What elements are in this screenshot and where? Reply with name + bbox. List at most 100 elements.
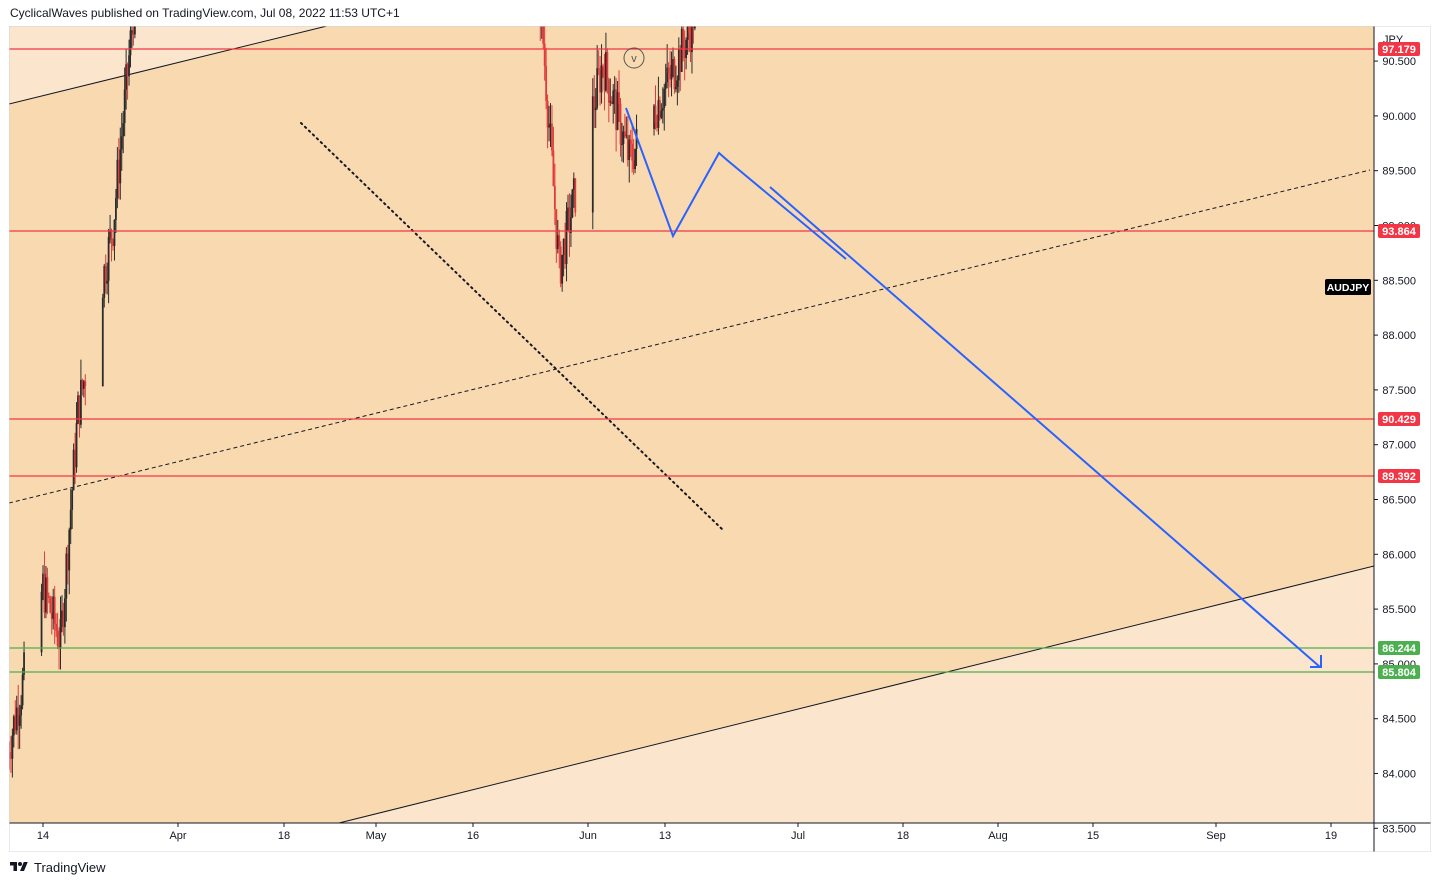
candle [669, 50, 671, 88]
candle [676, 75, 679, 106]
price-label-tag[interactable] [1378, 665, 1420, 679]
symbol-badge[interactable] [1325, 279, 1371, 295]
candle-body [568, 207, 571, 233]
price-label-value: 89.392 [1382, 471, 1416, 483]
candle-body [622, 131, 625, 145]
candle [120, 112, 123, 171]
candle-body [110, 230, 113, 241]
candle-body [555, 209, 558, 249]
candle [661, 87, 664, 124]
candle-body [561, 254, 564, 284]
y-tick-label: 88.500 [1382, 275, 1416, 287]
candle-body [559, 246, 562, 284]
x-tick-label: Aug [988, 830, 1008, 842]
candle [574, 178, 577, 217]
price-label-value: 93.864 [1382, 226, 1417, 238]
candle-body [661, 107, 664, 111]
candle [129, 26, 132, 68]
candle [663, 84, 666, 131]
candle-body [58, 645, 60, 649]
dashed-trendline[interactable] [9, 169, 1371, 504]
tradingview-footer[interactable]: TradingView [10, 857, 106, 877]
y-tick-label: 84.000 [1382, 769, 1416, 781]
candle-body [9, 752, 11, 758]
candle [570, 194, 572, 247]
tradingview-brand: TradingView [34, 859, 106, 875]
candle [693, 26, 696, 31]
candle [593, 75, 596, 129]
wave-label-circle[interactable] [623, 47, 645, 69]
candle-body [43, 573, 46, 613]
candle [625, 116, 628, 139]
candle-body [551, 123, 553, 151]
candle-body [562, 238, 565, 255]
candle [49, 595, 52, 614]
candle [628, 134, 631, 183]
candle [631, 123, 634, 173]
candle [692, 26, 695, 44]
price-label-tag[interactable] [1378, 641, 1420, 655]
candle [45, 566, 47, 619]
price-chart[interactable]: v JPY83.50084.00084.50085.00085.50086.00… [8, 1, 1432, 853]
dotted-trendline[interactable] [300, 122, 724, 531]
price-label-tag[interactable] [1378, 412, 1420, 426]
candle [80, 359, 82, 429]
candle-body [78, 395, 81, 425]
candle [677, 37, 680, 93]
candle-body [123, 89, 126, 124]
candle-body [656, 122, 658, 128]
candle [82, 379, 85, 398]
price-label-tag[interactable] [1378, 469, 1420, 483]
y-tick-label: 83.500 [1382, 823, 1416, 835]
candle [545, 47, 548, 110]
candle [551, 105, 553, 157]
candle [653, 104, 655, 136]
price-label-tag[interactable] [1378, 42, 1420, 56]
candle [126, 62, 129, 100]
candle [565, 202, 568, 282]
candle [15, 695, 18, 735]
candle-body [53, 596, 56, 624]
candle-body [564, 238, 566, 264]
candle-body [689, 32, 692, 53]
candle-body [122, 123, 125, 137]
candle-body [629, 139, 632, 144]
candle-body [119, 149, 122, 184]
candle-body [679, 49, 682, 72]
price-label-tag[interactable] [1378, 224, 1420, 238]
candle-body [45, 577, 47, 613]
projection-arrow-line[interactable] [769, 186, 1321, 668]
candle-body [619, 103, 622, 145]
candle [119, 127, 122, 200]
channel-lower-line[interactable] [338, 565, 1374, 823]
price-label-value: 90.429 [1382, 414, 1416, 426]
candle-body [663, 88, 666, 108]
x-tick-label: 18 [278, 830, 290, 842]
candle [125, 49, 128, 110]
candle [594, 88, 597, 128]
chart-area[interactable]: v JPY 83.500 84.000 84.500 85.000 85.500 86.00… [8, 1, 1432, 853]
candle [632, 138, 635, 175]
candle-body [75, 423, 78, 468]
candle [106, 262, 109, 295]
candle-body [61, 610, 63, 619]
publish-caption: CyclicalWaves published on TradingView.c… [10, 6, 400, 20]
candle-body [14, 716, 17, 731]
candle [673, 56, 676, 94]
candle-body [688, 26, 690, 33]
price-label-value: 97.179 [1382, 44, 1416, 56]
wave-pattern-line[interactable] [625, 107, 847, 260]
candle-body [549, 123, 552, 126]
candle [559, 241, 562, 288]
candle-body [543, 43, 546, 66]
candle-body [133, 26, 136, 35]
candle [689, 26, 692, 63]
candle-body [109, 230, 111, 238]
candle-body [117, 159, 120, 184]
candle [658, 96, 661, 121]
candle [657, 76, 660, 135]
candle [46, 567, 49, 615]
channel-upper-line[interactable] [9, 26, 328, 105]
x-tick-label: 15 [1087, 830, 1099, 842]
symbol-badge-label: AUDJPY [1327, 282, 1370, 294]
